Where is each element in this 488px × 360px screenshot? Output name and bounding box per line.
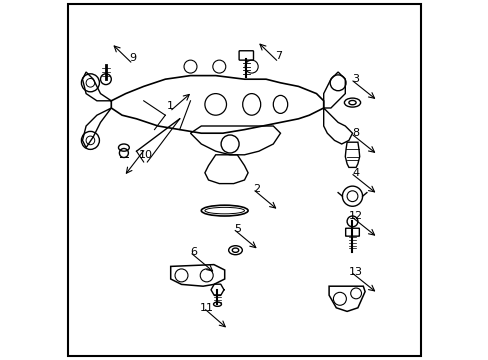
Text: 6: 6 <box>190 247 197 257</box>
Text: 3: 3 <box>352 74 359 84</box>
Text: 12: 12 <box>348 211 363 221</box>
Text: 11: 11 <box>199 303 213 313</box>
Text: 4: 4 <box>352 168 359 178</box>
Text: 2: 2 <box>253 184 260 194</box>
Text: 13: 13 <box>348 267 363 277</box>
Text: 1: 1 <box>167 101 174 111</box>
Text: 8: 8 <box>352 128 359 138</box>
Text: 9: 9 <box>129 53 136 63</box>
Text: 5: 5 <box>233 224 240 234</box>
Text: 7: 7 <box>275 51 282 61</box>
Text: 10: 10 <box>138 150 152 160</box>
